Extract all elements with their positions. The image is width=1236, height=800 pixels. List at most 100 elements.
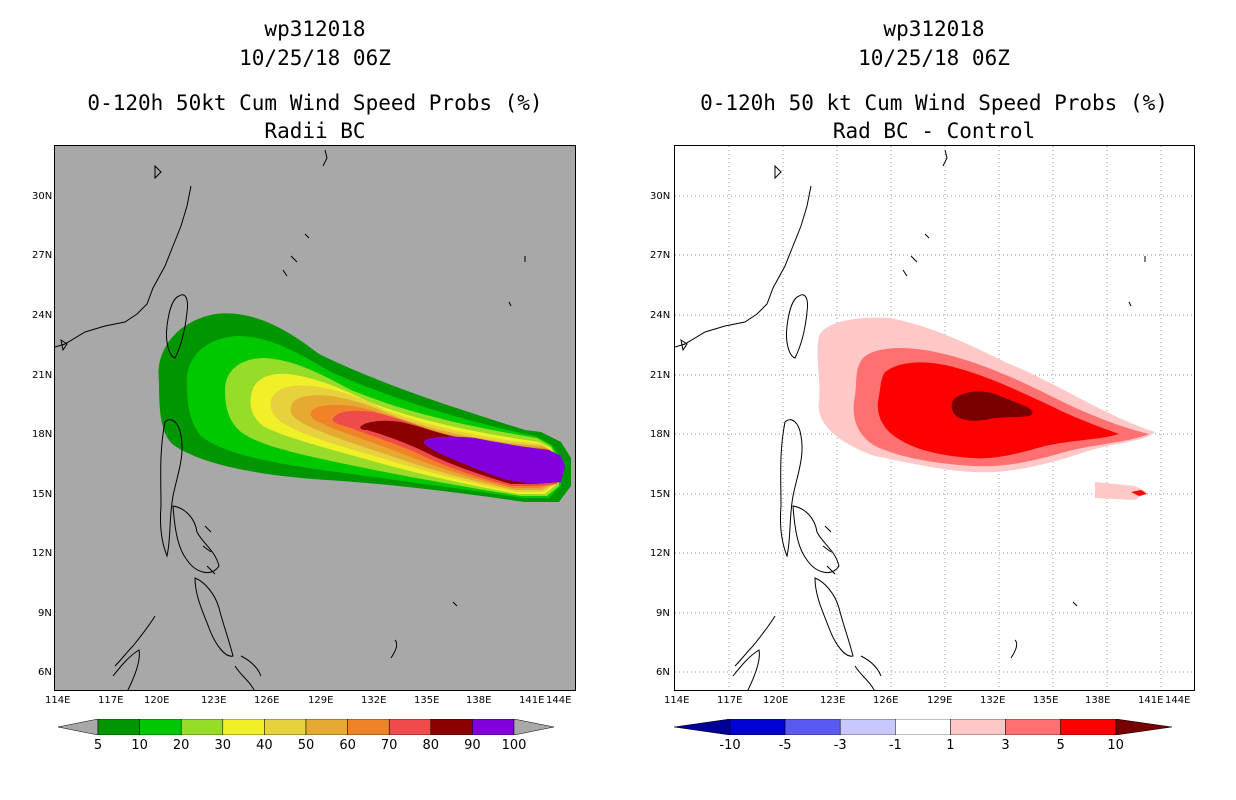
x-tick-label: 120E (144, 695, 170, 706)
left-colorbar (58, 719, 554, 735)
colorbar-swatch (472, 719, 515, 735)
x-tick-label: 123E (201, 695, 227, 706)
colorbar-swatch (139, 719, 182, 735)
y-tick-label: 30N (650, 191, 671, 202)
x-tick-label: 135E (414, 695, 440, 706)
left-map-graphics (55, 149, 571, 690)
x-tick-label: 144E (546, 695, 572, 706)
x-tick-label: 132E (361, 695, 387, 706)
colorbar-swatch (430, 719, 473, 735)
x-tick-label: 123E (820, 695, 846, 706)
colorbar-swatch (1005, 719, 1061, 735)
y-tick-label: 21N (650, 370, 671, 381)
y-tick-label: 18N (32, 429, 53, 440)
x-tick-label: 114E (664, 695, 690, 706)
right-subtitle: Rad BC - Control (832, 119, 1036, 143)
left-colorbar-under (58, 719, 99, 735)
colorbar-label: 20 (172, 738, 190, 753)
colorbar-label: -3 (833, 738, 847, 753)
colorbar-label: -1 (888, 738, 902, 753)
colorbar-swatch (729, 719, 786, 735)
colorbar-swatch (950, 719, 1006, 735)
colorbar-swatch (264, 719, 307, 735)
x-tick-label: 141E (1138, 695, 1164, 706)
y-tick-label: 15N (650, 489, 671, 500)
x-tick-label: 114E (45, 695, 71, 706)
colorbar-label: 10 (1107, 738, 1124, 753)
colorbar-label: 3 (1001, 738, 1010, 753)
colorbar-swatch (784, 719, 841, 735)
x-tick-label: 135E (1033, 695, 1059, 706)
diff-10-contour (951, 391, 1033, 421)
colorbar-label: 60 (339, 738, 356, 753)
y-tick-label: 9N (656, 608, 670, 619)
y-tick-label: 30N (32, 191, 53, 202)
left-subtitle: Radii BC (264, 119, 366, 143)
colorbar-swatch (839, 719, 896, 735)
x-tick-label: 132E (980, 695, 1006, 706)
y-tick-label: 6N (38, 667, 52, 678)
colorbar-swatch (180, 719, 224, 735)
y-tick-label: 18N (650, 429, 671, 440)
left-colorbar-over (513, 719, 554, 735)
y-tick-label: 12N (32, 548, 53, 559)
y-tick-label: 24N (32, 310, 53, 321)
right-colorbar-under (674, 719, 731, 735)
colorbar-label: 30 (214, 738, 232, 753)
y-tick-label: 6N (656, 667, 670, 678)
x-tick-label: 129E (927, 695, 953, 706)
right-coastlines (675, 149, 1146, 690)
x-tick-label: 120E (763, 695, 789, 706)
right-storm-id: wp312018 (883, 17, 985, 41)
x-tick-label: 144E (1165, 695, 1191, 706)
left-coastlines (55, 149, 526, 690)
colorbar-label: -10 (719, 738, 741, 753)
colorbar-label: 100 (501, 738, 527, 753)
colorbar-swatch (1060, 719, 1116, 735)
colorbar-label: 10 (131, 738, 148, 753)
diff-5-point-contour (1131, 490, 1147, 496)
right-datetime: 10/25/18 06Z (858, 46, 1010, 70)
right-map-graphics (675, 146, 1194, 690)
colorbar-label: 5 (1056, 738, 1065, 753)
y-tick-label: 21N (32, 370, 53, 381)
x-tick-label: 141E (519, 695, 545, 706)
colorbar-swatch (97, 719, 140, 735)
y-tick-label: 27N (650, 250, 671, 261)
colorbar-swatch (222, 719, 265, 735)
diff-1-extension-contour (1095, 482, 1147, 500)
colorbar-label: 90 (464, 738, 481, 753)
colorbar-label: 80 (422, 738, 440, 753)
left-product-title: 0-120h 50kt Cum Wind Speed Probs (%) (87, 91, 543, 115)
right-product-title: 0-120h 50 kt Cum Wind Speed Probs (%) (700, 91, 1168, 115)
colorbar-label: 50 (297, 738, 315, 753)
y-tick-label: 12N (650, 548, 671, 559)
colorbar-label: 70 (380, 738, 398, 753)
left-probability-map (54, 145, 576, 691)
colorbar-label: 40 (256, 738, 273, 753)
colorbar-label: 5 (93, 738, 103, 753)
x-tick-label: 117E (98, 695, 124, 706)
right-difference-map (674, 145, 1195, 691)
colorbar-swatch (347, 719, 390, 735)
y-tick-label: 9N (38, 608, 52, 619)
x-tick-label: 138E (466, 695, 492, 706)
colorbar-swatch (895, 719, 951, 735)
y-tick-label: 27N (32, 250, 53, 261)
left-datetime: 10/25/18 06Z (239, 46, 391, 70)
colorbar-label: -5 (778, 738, 792, 753)
left-storm-id: wp312018 (264, 17, 366, 41)
x-tick-label: 126E (873, 695, 899, 706)
x-tick-label: 129E (308, 695, 334, 706)
x-tick-label: 117E (717, 695, 743, 706)
colorbar-label: 1 (946, 738, 955, 753)
colorbar-swatch (305, 719, 348, 735)
y-tick-label: 24N (650, 310, 671, 321)
prob-90-contour (423, 436, 565, 484)
y-tick-label: 15N (32, 489, 53, 500)
x-tick-label: 126E (254, 695, 280, 706)
x-tick-label: 138E (1085, 695, 1111, 706)
right-colorbar-over (1115, 719, 1172, 735)
right-colorbar (674, 719, 1172, 735)
colorbar-swatch (388, 719, 432, 735)
